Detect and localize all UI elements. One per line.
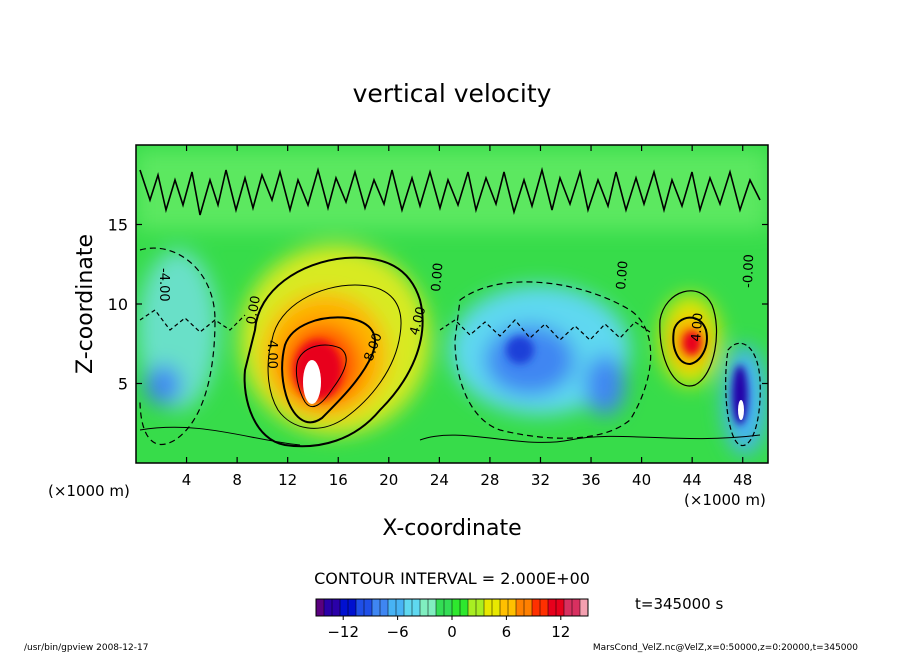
colorbar-segment (324, 599, 333, 616)
y-axis-title: Z-coordinate (73, 234, 98, 374)
colorbar-segment (396, 599, 405, 616)
colorbar-segment (548, 599, 557, 616)
colorbar-segment (508, 599, 517, 616)
contour-wavy-upper (139, 166, 761, 216)
colorbar-segment (572, 599, 581, 616)
colorbar-segment (380, 599, 389, 616)
colorbar-segment (404, 599, 413, 616)
colorbar-segment (372, 599, 381, 616)
x-unit-left: (×1000 m) (48, 482, 130, 500)
colorbar-segment (500, 599, 509, 616)
contour-label: 0.00 (429, 262, 446, 292)
colorbar-segment (468, 599, 477, 616)
colorbar-segment (444, 599, 453, 616)
contour-zero-right (659, 290, 718, 387)
contour-neg-center (454, 281, 652, 439)
colorbar-segment (556, 599, 565, 616)
colorbar-segment (412, 599, 421, 616)
contour-wavy-mid (139, 309, 651, 341)
blob-left-blue (145, 365, 181, 405)
y-axis: 5 10 15 (108, 216, 768, 394)
contour-lines (139, 166, 761, 448)
x-tick-label: 44 (683, 471, 702, 489)
colorbar-tick-label: −12 (327, 623, 359, 641)
x-tick-label: 32 (531, 471, 550, 489)
core-right-red (683, 331, 701, 355)
colorbar-segment (476, 599, 485, 616)
colorbar-segment (332, 599, 341, 616)
colorbar-segment (388, 599, 397, 616)
colorbar-segment (420, 599, 429, 616)
colorbar-segment (580, 599, 589, 616)
x-tick-label: 20 (379, 471, 398, 489)
colorbar-segment (436, 599, 445, 616)
contour-neg-left (139, 247, 216, 446)
x-tick-label: 36 (581, 471, 600, 489)
contour-pos-right (672, 316, 708, 366)
colorbar-segment (452, 599, 461, 616)
colorbar-tick-label: 12 (551, 623, 570, 641)
y-tick-label: 10 (108, 295, 128, 314)
colorbar-tick-label: 6 (502, 623, 512, 641)
colorbar-tick-label: −6 (387, 623, 409, 641)
x-unit-right: (×1000 m) (684, 491, 766, 509)
colorbar-segment (492, 599, 501, 616)
blob-center-blue (485, 325, 575, 395)
contour-zero-updraft (243, 256, 424, 448)
colorbar-segment (348, 599, 357, 616)
footer-right: MarsCond_VelZ.nc@VelZ,x=0:50000,z=0:2000… (593, 643, 858, 653)
colorbar-segment (340, 599, 349, 616)
contour-label: -0.00 (741, 254, 757, 288)
contour-label: 4.00 (689, 312, 706, 342)
colorbar-segment (516, 599, 525, 616)
contour-label: 4.00 (264, 340, 279, 369)
colorbar-segment (564, 599, 573, 616)
x-tick-label: 24 (430, 471, 449, 489)
core-center-navy (506, 336, 534, 364)
footer-left: /usr/bin/gpview 2008-12-17 (24, 643, 148, 653)
x-tick-label: 40 (632, 471, 651, 489)
colorbar-segment (428, 599, 437, 616)
x-tick-label: 4 (182, 471, 192, 489)
x-tick-label: 16 (329, 471, 348, 489)
colorbar-segment (316, 599, 325, 616)
max-updraft-core (303, 360, 321, 404)
x-tick-label: 8 (232, 471, 242, 489)
contour-label: 0.00 (244, 295, 264, 326)
contour-label: 0.00 (614, 260, 631, 290)
colorbar-segment (524, 599, 533, 616)
contour-12-updraft (295, 344, 347, 407)
colorbar-segment (484, 599, 493, 616)
plot-area: -4.00 0.00 4.00 8.00 0.00 4.00 0.00 4.00… (136, 145, 768, 463)
x-tick-label: 48 (733, 471, 752, 489)
max-right-core (738, 400, 744, 420)
colorbar-ticks: −12 −6 0 6 12 (327, 616, 570, 641)
colorbar (315, 598, 589, 617)
colorbar-segment (364, 599, 373, 616)
colorbar-tick-label: 0 (447, 623, 457, 641)
contour-label: 4.00 (407, 305, 429, 337)
time-label: t=345000 s (635, 595, 723, 613)
contour-8-updraft (281, 316, 376, 424)
x-axis-title: X-coordinate (382, 516, 521, 541)
contour-4-updraft (267, 284, 402, 429)
contour-interval: CONTOUR INTERVAL = 2.000E+00 (314, 569, 590, 588)
colorbar-segment (460, 599, 469, 616)
blob-center-blue2 (585, 355, 625, 415)
x-axis: 4 8 12 16 20 24 28 32 36 40 44 48 (182, 145, 752, 489)
colorbar-segment (356, 599, 365, 616)
contour-label: -4.00 (156, 268, 171, 302)
x-tick-label: 12 (278, 471, 297, 489)
colorbar-segment (532, 599, 541, 616)
contour-labels: -4.00 0.00 4.00 8.00 0.00 4.00 0.00 4.00… (156, 254, 757, 369)
x-tick-label: 28 (480, 471, 499, 489)
contour-lower-band (139, 426, 761, 446)
chart-title: vertical velocity (353, 79, 552, 108)
colorbar-segment (540, 599, 549, 616)
y-tick-label: 5 (118, 375, 128, 394)
y-tick-label: 15 (108, 216, 128, 235)
